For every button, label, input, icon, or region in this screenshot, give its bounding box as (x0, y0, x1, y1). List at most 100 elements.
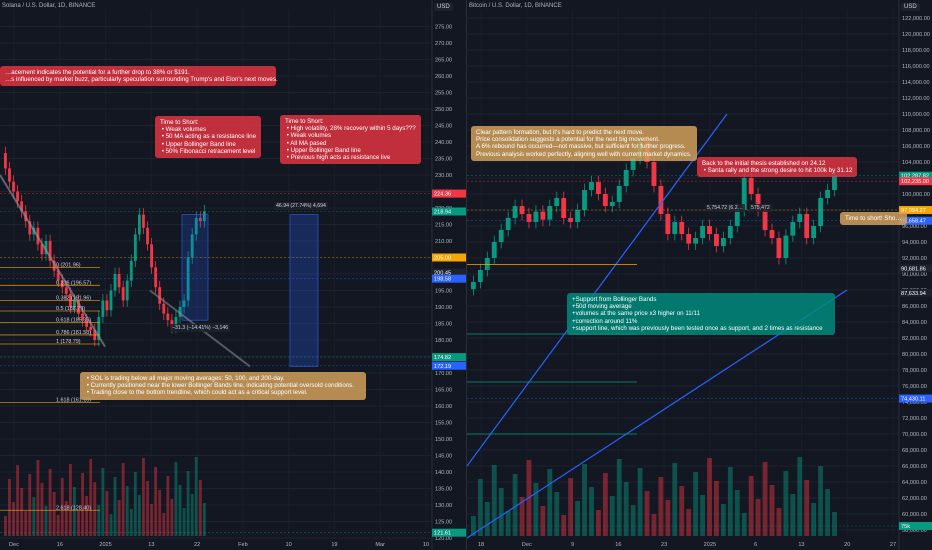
candle-body (73, 300, 76, 307)
candle-body (727, 226, 733, 238)
x-tick-label: 6 (754, 542, 757, 548)
candle-body (52, 260, 56, 271)
volume-bar (109, 514, 113, 536)
y-tick-label: 70,000.00 (902, 432, 927, 438)
y-tick-label: 165.00 (435, 388, 452, 394)
volume-bar (182, 508, 186, 536)
x-tick-label: 22 (194, 542, 200, 548)
volume-bar (52, 492, 56, 536)
volume-bar (73, 487, 76, 536)
candle-body (40, 244, 44, 255)
candle-body (665, 214, 671, 234)
solana-fib-callout[interactable]: …acement indicates the potential for a f… (0, 66, 278, 87)
solana-currency-label[interactable]: USD (434, 3, 453, 11)
y-tick-label: 145.00 (435, 454, 452, 460)
candle-body (16, 191, 20, 202)
candle-body (714, 234, 719, 246)
y-tick-label: 255.00 (435, 91, 452, 97)
candle-body (162, 303, 166, 314)
candle-body (630, 158, 636, 170)
volume-bar (720, 504, 726, 536)
candle-body (595, 182, 601, 194)
candle-body (182, 300, 186, 307)
bitcoin-chart-canvas[interactable]: 122,000.00 120,000.00 118,000.00 116,000.00… (467, 0, 932, 550)
candle-body (825, 190, 830, 198)
volume-bar (498, 488, 504, 536)
volume-bar (491, 465, 497, 536)
solana-short-callout-1[interactable]: Time to Short: • Weak volumes • 50 MA ac… (155, 116, 262, 159)
price-tag-background (899, 171, 932, 180)
volume-bar (804, 480, 810, 536)
candle-body (190, 234, 194, 258)
candle-body (166, 313, 170, 321)
y-tick-label: 108,000.00 (902, 128, 930, 134)
price-tag-label: 174.82 (434, 355, 451, 361)
candle-body (616, 186, 622, 202)
volume-bar (707, 458, 712, 536)
bitcoin-measure-label-1[interactable]: 5,754.72 (6.2… (705, 204, 745, 212)
y-tick-label: 86,000.00 (902, 304, 927, 310)
candle-body (8, 168, 11, 182)
solana-chart-panel[interactable]: 275.00 270.00 265.00 260.00 255.00 250.00 245.… (0, 0, 466, 550)
volume-bar (194, 457, 198, 536)
candle-body (526, 214, 532, 222)
candle-body (609, 202, 615, 206)
y-tick-label: 245.00 (435, 124, 452, 130)
volume-bar (166, 476, 170, 536)
volume-bar (60, 478, 64, 536)
price-tag-label: 74,430.11 (901, 397, 925, 403)
bitcoin-measure-label-2[interactable]: 575,472 (749, 204, 772, 212)
solana-short-callout-2[interactable]: Time to Short: • High volatility, 28% re… (280, 115, 421, 165)
x-tick-label: 2025 (99, 542, 111, 548)
y-tick-label: 122,000.00 (902, 16, 930, 22)
solana-measure-up-label[interactable]: 46.94 (27.74%) 4,694 (274, 202, 328, 210)
price-tag-background (899, 264, 932, 273)
price-axis-background (899, 0, 932, 550)
candle-body (797, 214, 803, 222)
bitcoin-short-callout[interactable]: Time to short! Sho… (840, 212, 907, 226)
candle-body (146, 227, 149, 245)
y-tick-label: 76,000.00 (902, 384, 927, 390)
bitcoin-support-callout[interactable]: +Support from Bollinger Bands +50d movin… (567, 293, 835, 336)
price-tag-background (899, 394, 932, 403)
price-tag-background (899, 288, 932, 297)
volume-bar (540, 506, 546, 536)
price-tag-label: 218.94 (434, 209, 451, 215)
solana-measure-down-label[interactable]: −31.3 (−14.41%) −3,146 (170, 324, 231, 332)
volume-bar (174, 462, 178, 536)
candle-body (64, 287, 68, 294)
volume-bar (56, 515, 60, 536)
y-tick-label: 58,000.00 (902, 528, 927, 534)
x-tick-label: 13 (798, 542, 804, 548)
x-tick-label: 2025 (704, 542, 716, 548)
volume-bar (755, 499, 761, 536)
x-tick-label: 10 (286, 542, 292, 548)
candle-body (48, 241, 52, 261)
volume-bar (832, 512, 837, 536)
price-tag-label: 90,681.86 (901, 267, 926, 273)
y-tick-label: 62,000.00 (902, 496, 927, 502)
bitcoin-pattern-callout[interactable]: Clear pattern formation, but it's hard t… (471, 126, 697, 161)
fib-level-label: 0.382 (191.96) (56, 296, 91, 302)
x-tick-label: 19 (331, 542, 337, 548)
bitcoin-currency-label[interactable]: USD (901, 3, 920, 11)
candle-body (471, 282, 476, 290)
price-tag-background (899, 522, 932, 530)
bitcoin-thesis-callout[interactable]: Back to the initial thesis established o… (697, 157, 858, 178)
candle-body (117, 274, 121, 288)
bitcoin-chart-panel[interactable]: 122,000.00 120,000.00 118,000.00 116,000.00… (466, 0, 932, 550)
candle-body (109, 290, 113, 311)
volume-bar (89, 459, 93, 536)
volume-bar (554, 492, 560, 536)
solana-analysis-callout[interactable]: • SOL is trading below all major moving … (80, 372, 366, 400)
candle-body (12, 181, 15, 192)
volume-bar (137, 495, 141, 536)
price-tag-background (432, 268, 466, 277)
fib-level-label: 0.786 (181.53) (56, 330, 91, 336)
price-tag-label: 96,658.47 (901, 219, 926, 225)
volume-bar (825, 489, 830, 536)
volume-bar (790, 494, 796, 536)
y-tick-label: 110,000.00 (902, 112, 930, 118)
candle-body (150, 244, 154, 268)
y-tick-label: 260.00 (435, 74, 452, 80)
